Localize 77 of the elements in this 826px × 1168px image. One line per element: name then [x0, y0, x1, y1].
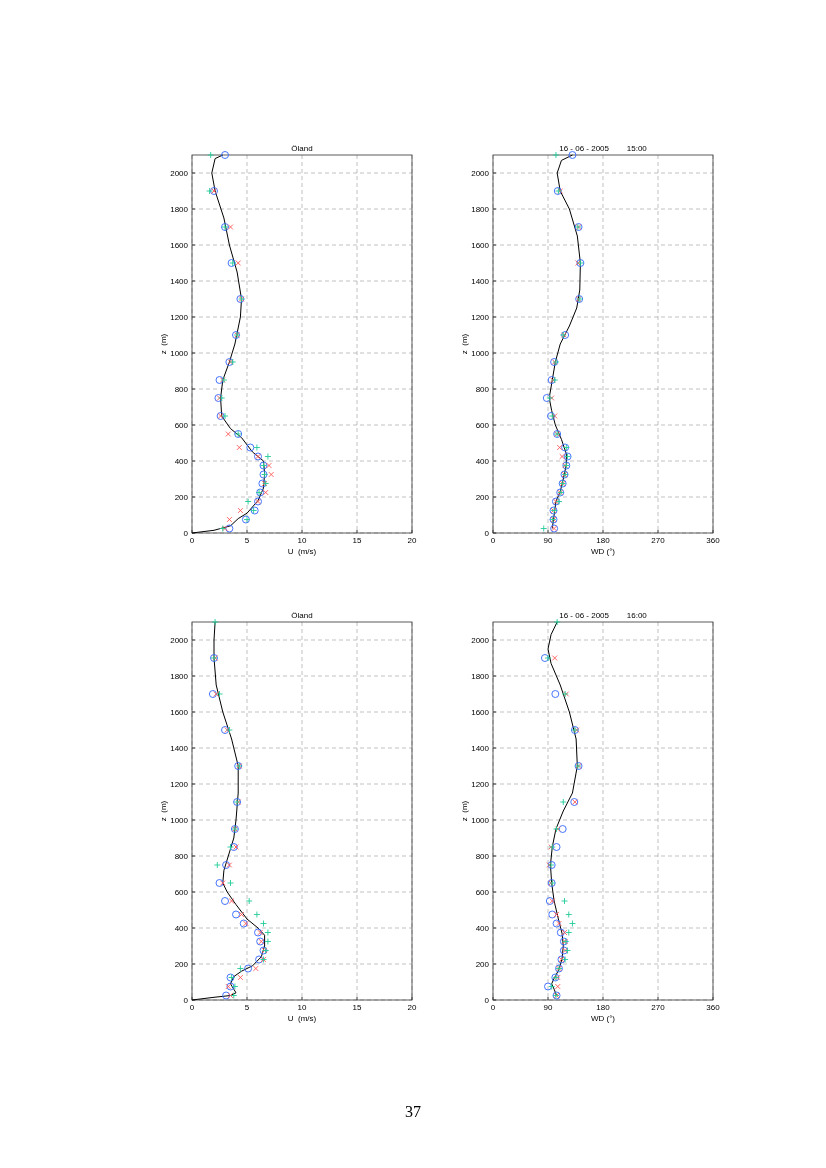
- x-tick-label: 5: [244, 536, 250, 545]
- y-tick-label: 200: [174, 960, 189, 969]
- x-tick-label: 180: [596, 1003, 611, 1012]
- x-axis-title: U (m/s): [287, 547, 317, 556]
- y-tick-label: 600: [174, 421, 189, 430]
- y-tick-label: 1200: [471, 313, 490, 322]
- y-tick-label: 400: [174, 457, 189, 466]
- y-tick-label: 1200: [471, 780, 490, 789]
- y-tick-label: 800: [174, 852, 189, 861]
- x-tick-label: 20: [407, 536, 417, 545]
- x-tick-label: 20: [407, 1003, 417, 1012]
- y-tick-label: 1600: [170, 708, 189, 717]
- y-tick-label: 400: [174, 924, 189, 933]
- x-tick-label: 15: [352, 536, 362, 545]
- x-tick-label: 270: [651, 536, 666, 545]
- y-tick-label: 200: [475, 493, 490, 502]
- x-tick-label: 10: [297, 1003, 307, 1012]
- chart-title: Öland: [291, 611, 313, 620]
- y-tick-label: 1800: [170, 205, 189, 214]
- y-tick-label: 1400: [170, 744, 189, 753]
- x-axis-title: WD (°): [590, 1014, 616, 1023]
- y-tick-label: 1800: [471, 672, 490, 681]
- y-tick-label: 1000: [170, 349, 189, 358]
- y-tick-label: 1400: [170, 277, 189, 286]
- x-tick-label: 10: [297, 536, 307, 545]
- y-tick-label: 400: [475, 924, 490, 933]
- y-tick-label: 400: [475, 457, 490, 466]
- x-tick-label: 0: [189, 536, 195, 545]
- y-tick-label: 1800: [170, 672, 189, 681]
- y-axis-title: z (m): [159, 800, 168, 822]
- x-tick-label: 15: [352, 1003, 362, 1012]
- chart-title: Öland: [291, 144, 313, 153]
- y-tick-label: 1600: [471, 708, 490, 717]
- y-tick-label: 1800: [471, 205, 490, 214]
- y-axis-title: z (m): [460, 333, 469, 355]
- y-tick-label: 800: [475, 385, 490, 394]
- chart-title: 16 - 06 - 2005 15:00: [559, 144, 648, 153]
- x-axis-title: WD (°): [590, 547, 616, 556]
- y-tick-label: 0: [183, 996, 189, 1005]
- x-tick-label: 5: [244, 1003, 250, 1012]
- y-tick-label: 800: [475, 852, 490, 861]
- x-tick-label: 360: [706, 536, 721, 545]
- x-tick-label: 0: [490, 536, 496, 545]
- y-tick-label: 2000: [471, 169, 490, 178]
- y-tick-label: 0: [484, 529, 490, 538]
- chart-title: 16 - 06 - 2005 16:00: [559, 611, 648, 620]
- y-tick-label: 0: [484, 996, 490, 1005]
- x-tick-label: 0: [490, 1003, 496, 1012]
- text: 37: [405, 1103, 421, 1120]
- x-tick-label: 360: [706, 1003, 721, 1012]
- y-tick-label: 800: [174, 385, 189, 394]
- y-tick-label: 1600: [471, 241, 490, 250]
- y-tick-label: 2000: [170, 169, 189, 178]
- y-axis-title: z (m): [159, 333, 168, 355]
- y-tick-label: 200: [475, 960, 490, 969]
- x-tick-label: 180: [596, 536, 611, 545]
- y-tick-label: 1200: [170, 313, 189, 322]
- y-tick-label: 1400: [471, 744, 490, 753]
- y-tick-label: 2000: [471, 636, 490, 645]
- y-tick-label: 1000: [471, 816, 490, 825]
- y-tick-label: 1000: [170, 816, 189, 825]
- y-tick-label: 200: [174, 493, 189, 502]
- y-tick-label: 1200: [170, 780, 189, 789]
- y-tick-label: 600: [174, 888, 189, 897]
- y-axis-title: z (m): [460, 800, 469, 822]
- x-tick-label: 270: [651, 1003, 666, 1012]
- y-tick-label: 600: [475, 888, 490, 897]
- y-tick-label: 1600: [170, 241, 189, 250]
- y-tick-label: 600: [475, 421, 490, 430]
- y-tick-label: 1400: [471, 277, 490, 286]
- y-tick-label: 1000: [471, 349, 490, 358]
- y-tick-label: 2000: [170, 636, 189, 645]
- x-tick-label: 90: [543, 536, 553, 545]
- x-tick-label: 90: [543, 1003, 553, 1012]
- x-axis-title: U (m/s): [287, 1014, 317, 1023]
- x-tick-label: 0: [189, 1003, 195, 1012]
- y-tick-label: 0: [183, 529, 189, 538]
